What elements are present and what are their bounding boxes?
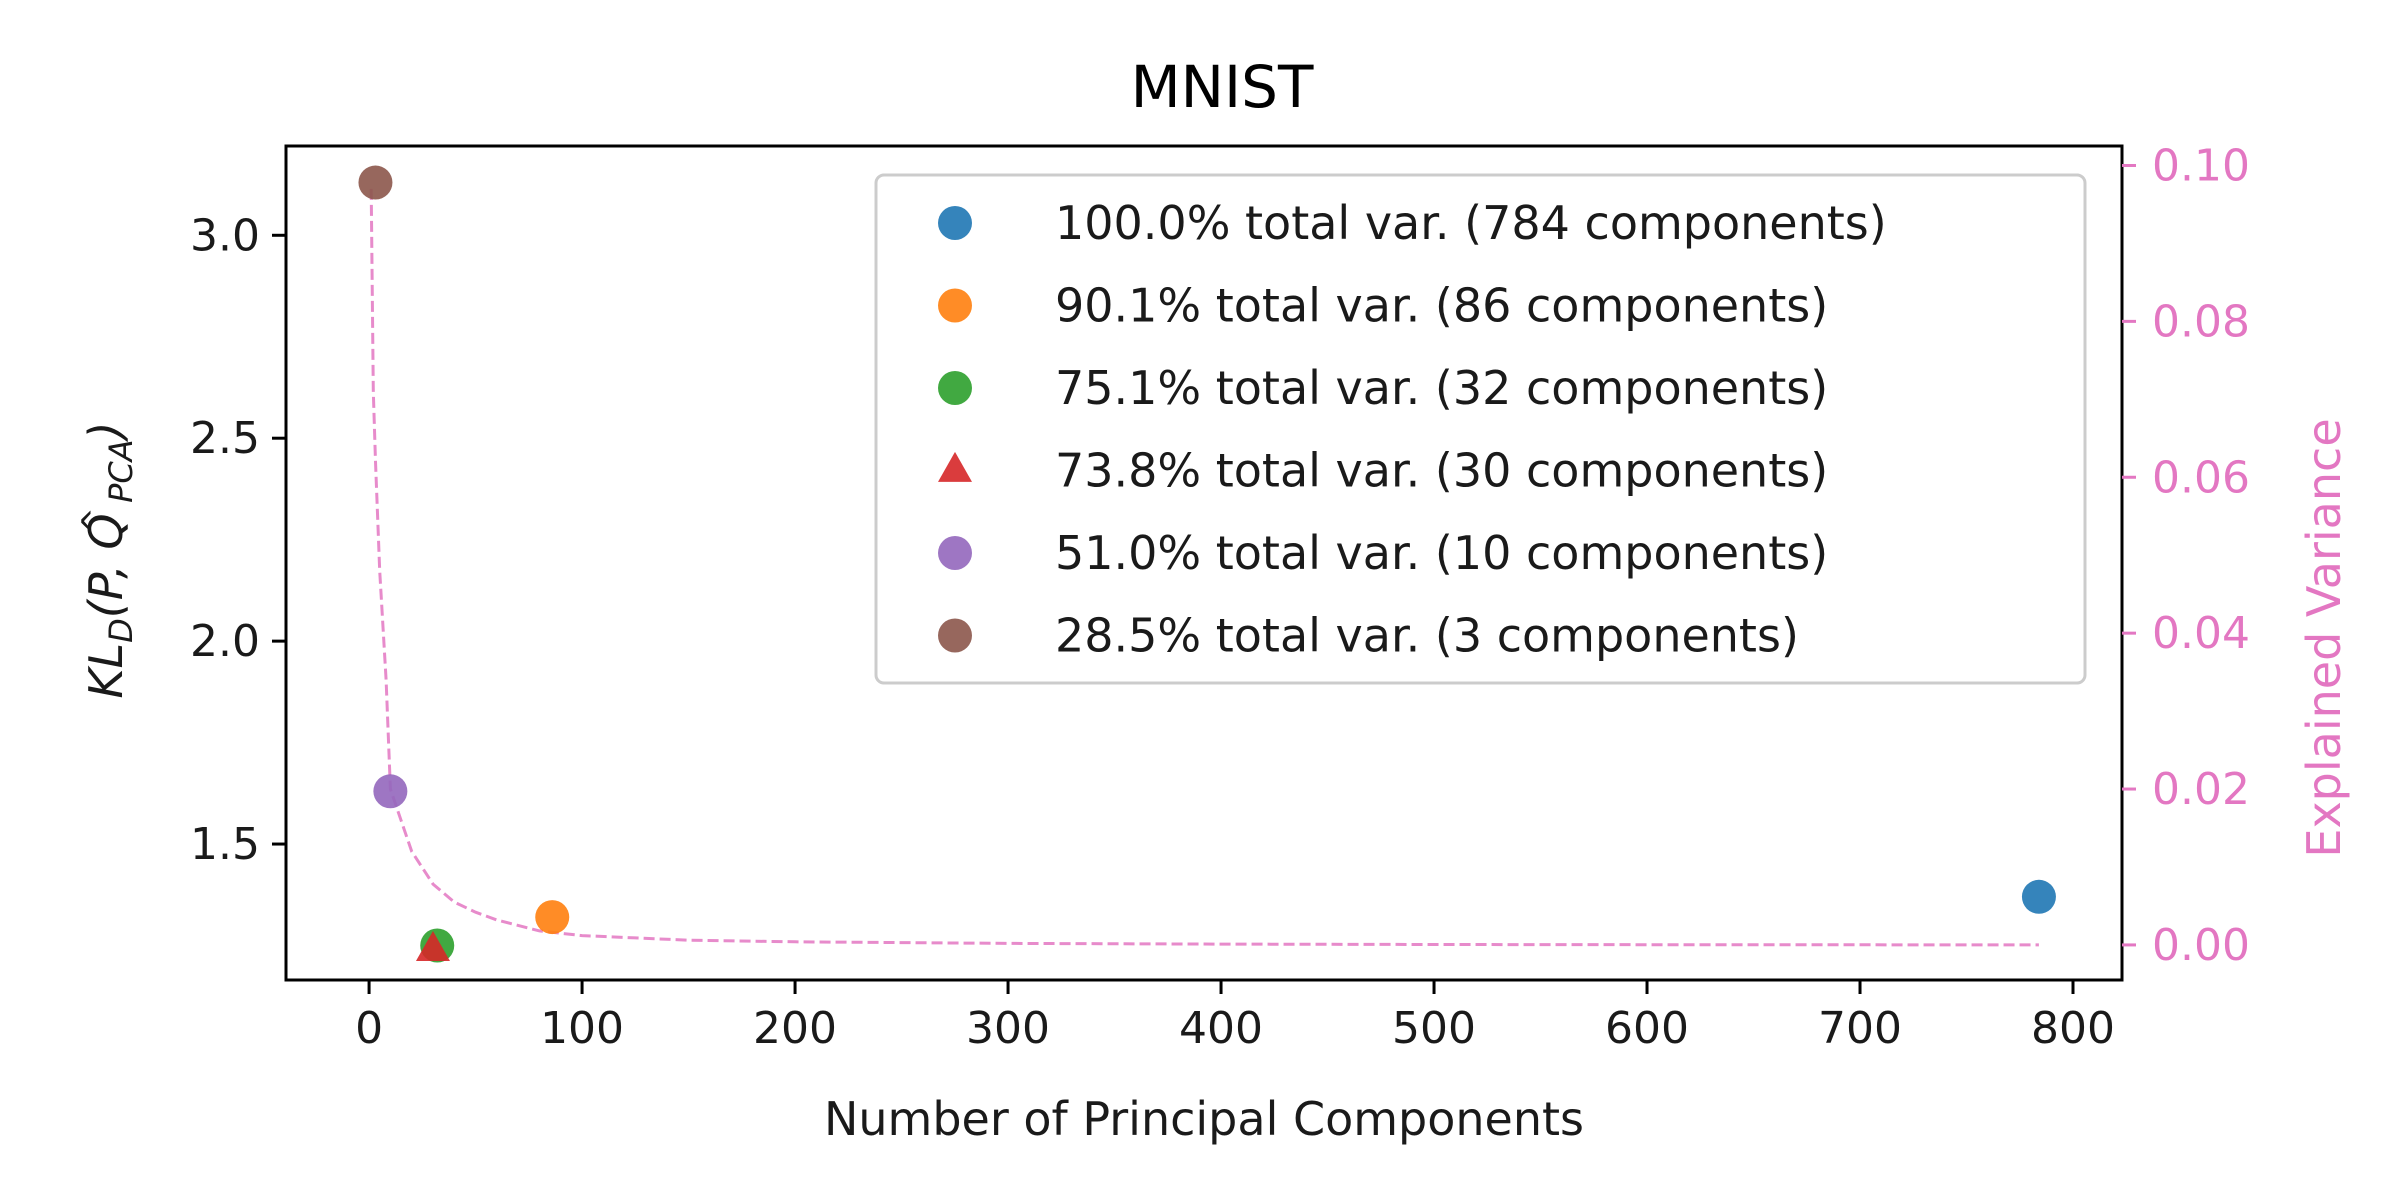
legend-marker-1 — [938, 206, 972, 240]
y-axis-label-base: KL — [79, 643, 133, 699]
data-point-1 — [2021, 879, 2056, 914]
legend-marker-5 — [938, 536, 972, 570]
legend-marker-3 — [938, 371, 972, 405]
x-tick-label: 400 — [1179, 1003, 1263, 1054]
data-point-2 — [535, 900, 570, 935]
y-axis-label-open: (P, — [79, 550, 133, 619]
y2-axis-label: Explained Variance — [2297, 418, 2351, 857]
legend-label-1: 100.0% total var. (784 components) — [1055, 196, 1887, 250]
y-axis-ticks: 1.5 2.0 2.5 3.0 — [190, 210, 286, 870]
y2-tick-label: 0.02 — [2152, 764, 2250, 815]
x-tick-label: 600 — [1605, 1003, 1689, 1054]
marker-layer — [358, 165, 2056, 963]
y-axis-label-q-sub: PCA — [102, 439, 140, 503]
x-axis-ticks: 0 100 200 300 400 500 600 700 800 — [355, 980, 2115, 1054]
legend-label-4: 73.8% total var. (30 components) — [1055, 444, 1828, 498]
y-tick-label: 2.5 — [190, 413, 260, 464]
y-tick-label: 2.0 — [190, 616, 260, 667]
legend-label-3: 75.1% total var. (32 components) — [1055, 361, 1828, 415]
data-point-5 — [373, 774, 408, 809]
y-axis-label-base-sub: D — [102, 618, 140, 643]
y2-axis-ticks: 0.00 0.02 0.04 0.06 0.08 0.10 — [2122, 140, 2250, 971]
y2-tick-label: 0.00 — [2152, 920, 2250, 971]
y2-tick-label: 0.06 — [2152, 452, 2250, 503]
legend-label-2: 90.1% total var. (86 components) — [1055, 279, 1828, 333]
explained-variance-layer — [369, 188, 2039, 947]
plot-frame — [284, 144, 2124, 982]
legend: 100.0% total var. (784 components) 90.1% … — [874, 173, 2087, 685]
x-tick-label: 500 — [1392, 1003, 1476, 1054]
y2-tick-label: 0.04 — [2152, 608, 2250, 659]
legend-marker-2 — [938, 288, 972, 323]
data-point-4 — [415, 930, 450, 961]
y2-tick-label: 0.08 — [2152, 296, 2250, 347]
x-tick-label: 300 — [966, 1003, 1050, 1054]
y-tick-label: 1.5 — [190, 819, 260, 870]
x-tick-label: 200 — [753, 1003, 837, 1054]
y2-tick-label: 0.10 — [2152, 140, 2250, 191]
explained-variance-line — [369, 188, 2039, 947]
y-tick-label: 3.0 — [190, 210, 260, 261]
x-tick-label: 100 — [540, 1003, 624, 1054]
legend-label-6: 28.5% total var. (3 components) — [1055, 609, 1799, 663]
legend-label-5: 51.0% total var. (10 components) — [1055, 526, 1828, 580]
chart-title: MNIST — [1131, 53, 1314, 121]
y-axis-label-q-hat: ^ — [75, 507, 115, 536]
legend-marker-6 — [938, 618, 972, 653]
legend-box — [874, 173, 2087, 685]
legend-marker-4 — [938, 451, 972, 482]
y-axis-label-close: ) — [79, 421, 133, 442]
data-point-6 — [358, 165, 393, 200]
x-tick-label: 0 — [355, 1003, 383, 1054]
y-axis-label-q: Q — [79, 513, 133, 549]
x-axis-label: Number of Principal Components — [824, 1092, 1584, 1146]
y-axis-label: KLD(P, Q^ PCA) — [75, 421, 140, 698]
x-tick-label: 800 — [2031, 1003, 2115, 1054]
x-tick-label: 700 — [1818, 1003, 1902, 1054]
